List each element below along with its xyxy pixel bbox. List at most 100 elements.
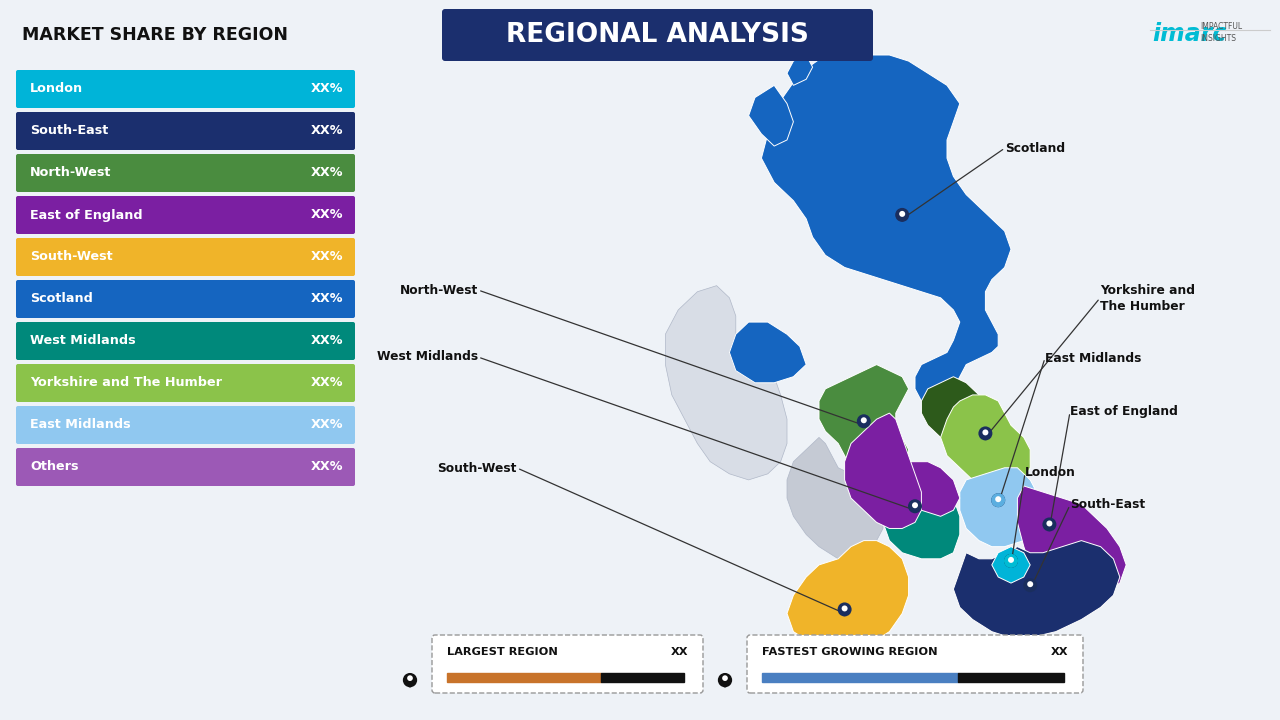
FancyBboxPatch shape <box>15 112 355 150</box>
Polygon shape <box>954 541 1120 638</box>
Text: XX%: XX% <box>311 461 343 474</box>
Polygon shape <box>787 541 909 650</box>
Polygon shape <box>960 468 1043 546</box>
Text: South-West: South-West <box>438 462 517 474</box>
Polygon shape <box>883 480 960 559</box>
Text: Others: Others <box>29 461 78 474</box>
Text: East of England: East of England <box>29 209 142 222</box>
FancyBboxPatch shape <box>15 448 355 486</box>
FancyBboxPatch shape <box>748 635 1083 693</box>
Text: East Midlands: East Midlands <box>1044 351 1142 364</box>
Polygon shape <box>902 462 960 516</box>
Circle shape <box>718 673 732 688</box>
Text: London: London <box>29 83 83 96</box>
Text: South-East: South-East <box>1070 498 1146 511</box>
Polygon shape <box>899 217 906 222</box>
Text: XX%: XX% <box>311 292 343 305</box>
FancyBboxPatch shape <box>433 635 703 693</box>
Text: Scotland: Scotland <box>29 292 93 305</box>
Circle shape <box>1023 578 1037 592</box>
Polygon shape <box>730 322 806 383</box>
Polygon shape <box>941 395 1030 486</box>
Text: XX%: XX% <box>311 209 343 222</box>
Polygon shape <box>1027 588 1034 592</box>
Polygon shape <box>1007 563 1015 568</box>
Text: North-West: North-West <box>29 166 111 179</box>
Circle shape <box>1004 554 1018 568</box>
Text: FASTEST GROWING REGION: FASTEST GROWING REGION <box>762 647 938 657</box>
Polygon shape <box>406 683 415 688</box>
Circle shape <box>996 496 1001 502</box>
Polygon shape <box>1007 563 1015 568</box>
Text: XX: XX <box>1051 647 1068 657</box>
Text: North-West: North-West <box>399 284 477 297</box>
Text: West Midlands: West Midlands <box>29 335 136 348</box>
Polygon shape <box>787 438 883 559</box>
Text: South-West: South-West <box>29 251 113 264</box>
Text: XX: XX <box>671 647 689 657</box>
Polygon shape <box>749 86 794 146</box>
Text: East of England: East of England <box>1070 405 1178 418</box>
Polygon shape <box>982 436 989 441</box>
Circle shape <box>403 673 417 688</box>
Circle shape <box>908 499 922 513</box>
Circle shape <box>842 606 847 611</box>
Polygon shape <box>995 502 1002 507</box>
Circle shape <box>1009 557 1014 563</box>
Bar <box>957 673 1064 682</box>
Text: Yorkshire and The Humber: Yorkshire and The Humber <box>29 377 221 390</box>
Text: XX%: XX% <box>311 335 343 348</box>
FancyBboxPatch shape <box>15 364 355 402</box>
Text: LARGEST REGION: LARGEST REGION <box>447 647 558 657</box>
Text: MARKET SHARE BY REGION: MARKET SHARE BY REGION <box>22 26 288 44</box>
Circle shape <box>407 675 413 681</box>
Text: South-East: South-East <box>29 125 109 138</box>
Polygon shape <box>1018 486 1126 601</box>
Circle shape <box>900 211 905 217</box>
FancyBboxPatch shape <box>15 322 355 360</box>
Polygon shape <box>1046 526 1053 531</box>
Polygon shape <box>666 286 787 480</box>
Polygon shape <box>992 546 1030 583</box>
FancyBboxPatch shape <box>15 280 355 318</box>
Polygon shape <box>995 502 1002 507</box>
Circle shape <box>978 426 992 441</box>
Text: XX%: XX% <box>311 251 343 264</box>
Circle shape <box>895 208 909 222</box>
FancyBboxPatch shape <box>442 9 873 61</box>
Text: REGIONAL ANALYSIS: REGIONAL ANALYSIS <box>506 22 809 48</box>
Polygon shape <box>845 413 922 528</box>
Polygon shape <box>762 55 1011 407</box>
Polygon shape <box>922 377 986 444</box>
Polygon shape <box>819 364 909 486</box>
Circle shape <box>1009 557 1014 563</box>
FancyBboxPatch shape <box>15 196 355 234</box>
Text: XX%: XX% <box>311 166 343 179</box>
Circle shape <box>1028 581 1033 588</box>
Text: West Midlands: West Midlands <box>376 351 477 364</box>
Text: XX%: XX% <box>311 83 343 96</box>
Circle shape <box>722 675 728 681</box>
Text: XX%: XX% <box>311 377 343 390</box>
Polygon shape <box>787 55 813 86</box>
Text: XX%: XX% <box>311 418 343 431</box>
Text: Scotland: Scotland <box>1005 142 1065 155</box>
Circle shape <box>911 503 918 508</box>
FancyBboxPatch shape <box>15 238 355 276</box>
Bar <box>602 673 684 682</box>
Bar <box>762 673 957 682</box>
Text: XX%: XX% <box>311 125 343 138</box>
Circle shape <box>856 414 870 428</box>
Text: Yorkshire and
The Humber: Yorkshire and The Humber <box>1100 284 1196 312</box>
Circle shape <box>860 418 867 423</box>
Circle shape <box>1047 521 1052 526</box>
Circle shape <box>991 493 1005 507</box>
Bar <box>447 673 602 682</box>
Circle shape <box>996 496 1001 502</box>
Circle shape <box>1004 554 1018 568</box>
Text: London: London <box>1025 467 1076 480</box>
FancyBboxPatch shape <box>15 154 355 192</box>
Polygon shape <box>911 508 919 513</box>
Text: imarc: imarc <box>1152 22 1226 46</box>
Circle shape <box>837 603 851 616</box>
